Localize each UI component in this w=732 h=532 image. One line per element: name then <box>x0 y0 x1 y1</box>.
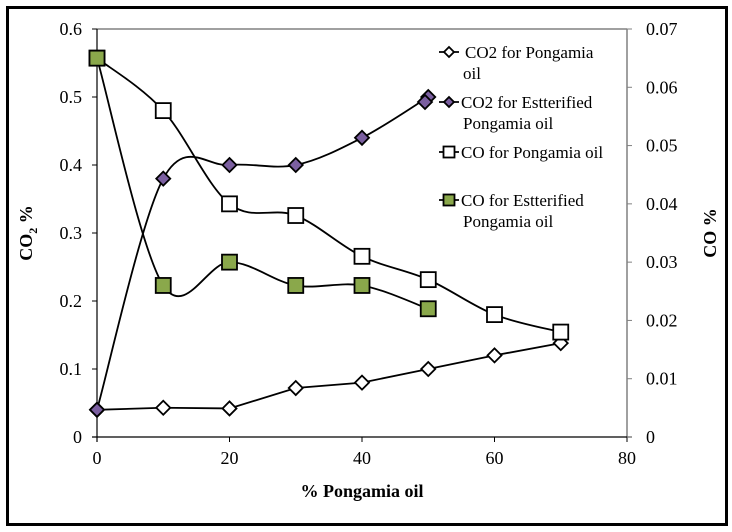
data-point-diamond <box>353 129 371 147</box>
data-point-square <box>419 271 437 289</box>
legend-item: CO for Estterified Pongamia oil <box>439 191 584 231</box>
data-point-square <box>287 277 305 294</box>
legend-label: CO2 for Estterified <box>461 93 593 112</box>
legend-marker-extra <box>416 93 434 111</box>
y-right-tick-label: 0 <box>646 427 655 447</box>
legend-item: CO2 for Pongamia oil <box>439 43 594 83</box>
y-left-tick-label: 0.6 <box>60 19 83 39</box>
data-point-square <box>88 49 106 67</box>
legend: CO2 for Pongamia oil CO2 for Estterified Po… <box>416 43 603 231</box>
data-point-square <box>419 300 437 318</box>
series-layer <box>88 49 570 419</box>
x-axis-title: % Pongamia oil <box>300 481 423 501</box>
series-co-for-estterified-pongamia-oil <box>88 49 437 318</box>
y-right-tick-label: 0.04 <box>646 194 678 214</box>
legend-marker <box>442 45 456 59</box>
data-point-square <box>353 277 371 294</box>
legend-marker <box>442 95 456 109</box>
y-left-tick-label: 0.3 <box>60 223 83 243</box>
data-point-diamond <box>486 347 503 364</box>
legend-label: Pongamia oil <box>463 212 553 231</box>
y-left-axis-title: CO2 % <box>16 205 40 261</box>
x-tick-label: 0 <box>93 448 102 468</box>
data-point-square <box>154 277 172 294</box>
series-co2-for-pongamia-oil <box>88 334 570 419</box>
y-right-tick-label: 0.03 <box>646 252 678 272</box>
x-tick-label: 40 <box>353 448 371 468</box>
data-point-diamond <box>154 399 172 417</box>
data-point-square <box>486 306 503 324</box>
data-point-square <box>552 323 570 341</box>
legend-label: Pongamia oil <box>463 114 553 133</box>
y-left-tick-label: 0.5 <box>60 87 83 107</box>
data-point-square <box>221 253 238 271</box>
data-point-diamond <box>221 400 238 417</box>
series-line <box>96 342 561 411</box>
legend-item: CO for Pongamia oil <box>439 143 603 162</box>
chart-frame <box>6 6 728 526</box>
y-left-axis-title-main: CO <box>16 234 36 261</box>
x-tick-label: 60 <box>486 448 504 468</box>
data-point-diamond <box>353 374 371 391</box>
y-right-tick-label: 0.05 <box>646 136 678 156</box>
data-point-diamond <box>419 360 437 378</box>
data-point-square <box>287 207 305 224</box>
legend-label: CO for Estterified <box>461 191 584 210</box>
series-co2-for-estterified-pongamia-oil <box>88 88 437 419</box>
legend-marker <box>442 193 456 207</box>
y-right-tick-label: 0.07 <box>646 19 678 39</box>
data-point-diamond <box>154 170 172 187</box>
y-right-tick-label: 0.02 <box>646 310 678 330</box>
axes: 0 20 40 60 80 0 0.1 0.2 0.3 0.4 0.5 0.6 0 0.01 0.02 0.0… <box>60 19 678 468</box>
x-tick-label: 80 <box>618 448 636 468</box>
legend-marker <box>442 145 456 159</box>
legend-label: CO for Pongamia oil <box>461 143 603 162</box>
data-point-diamond <box>221 156 238 174</box>
y-left-tick-label: 0.2 <box>60 291 83 311</box>
y-left-tick-label: 0.4 <box>60 155 83 175</box>
data-point-diamond <box>287 379 305 397</box>
data-point-square <box>221 195 238 213</box>
data-point-square <box>353 247 371 265</box>
legend-item: CO2 for Estterified Pongamia oil <box>416 93 593 133</box>
series-line <box>96 96 429 411</box>
data-point-diamond <box>88 401 106 419</box>
legend-label: oil <box>463 64 481 83</box>
legend-label: CO2 for Pongamia <box>465 43 594 62</box>
x-tick-label: 20 <box>221 448 239 468</box>
y-right-axis-title: CO % <box>700 208 720 258</box>
y-right-tick-label: 0.06 <box>646 77 678 97</box>
y-left-axis-title-sub: 2 <box>26 228 40 234</box>
y-left-axis-title-suffix: % <box>16 205 36 228</box>
y-right-tick-label: 0.01 <box>646 369 678 389</box>
data-point-diamond <box>287 156 305 174</box>
y-left-tick-label: 0 <box>73 427 82 447</box>
data-point-square <box>154 102 172 119</box>
y-left-tick-label: 0.1 <box>60 359 83 379</box>
